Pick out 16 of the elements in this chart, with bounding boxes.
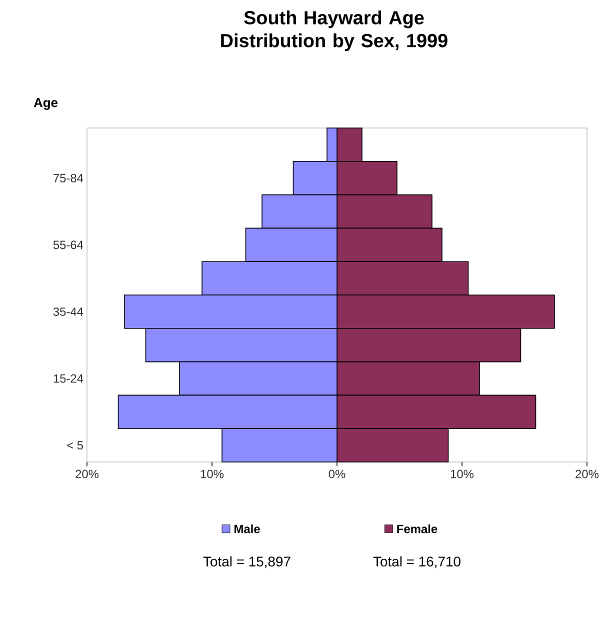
y-axis-title: Age xyxy=(34,98,58,110)
x-tick-label: 10% xyxy=(450,470,474,478)
y-tick-label: 35-44 xyxy=(53,307,84,316)
x-tick-label: 10% xyxy=(200,470,224,478)
x-tick-label: 20% xyxy=(76,470,99,478)
x-tick-label: 0% xyxy=(328,470,346,478)
text: Total = 16,710 xyxy=(373,556,460,568)
y-tick-label: 75-84 xyxy=(54,174,84,182)
y-tick-label: 55-64 xyxy=(53,240,84,250)
x-tick-label: 20% xyxy=(576,470,599,478)
y-tick-label: < 5 xyxy=(67,441,83,450)
legend-label: Female xyxy=(397,524,438,534)
y-tick-label: 15-24 xyxy=(54,374,84,383)
text: Total = 15,897 xyxy=(203,556,290,568)
legend-label: Male xyxy=(234,524,260,534)
chart-title: South Hayward Age Distribution by Sex, 1999 xyxy=(221,10,448,52)
